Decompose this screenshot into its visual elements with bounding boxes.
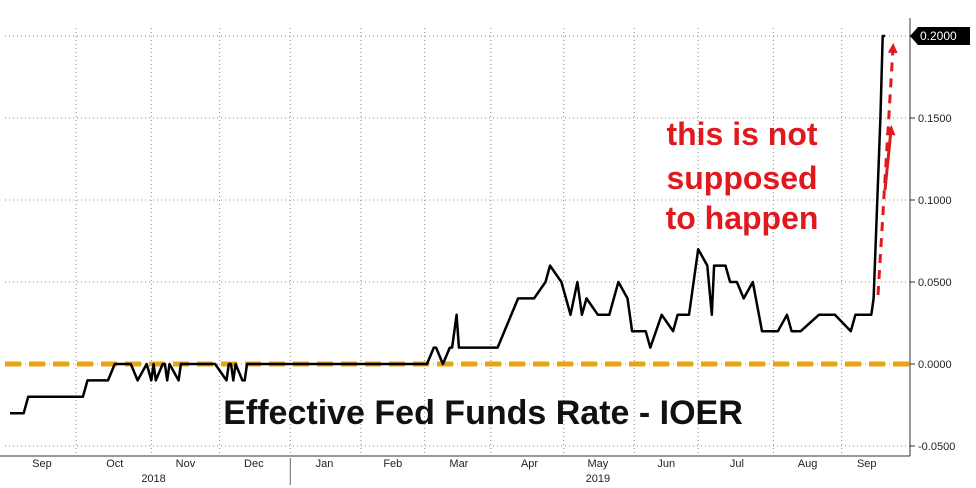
annotation-text: supposed [666,160,817,196]
y-tick-label: 0.0500 [918,277,952,289]
x-year-label: 2018 [141,473,165,485]
annotation-text: to happen [666,200,819,236]
x-tick-label: Sep [32,458,52,470]
x-tick-label: Dec [244,458,264,470]
x-tick-label: Sep [857,458,877,470]
last-value-badge [910,27,970,45]
last-value-label: 0.2000 [920,29,957,43]
x-tick-label: Oct [106,458,123,470]
x-tick-label: Apr [521,458,538,470]
x-year-label: 2019 [586,473,610,485]
annotation-text: this is not [666,116,817,152]
x-tick-label: Jul [730,458,744,470]
chart-title: Effective Fed Funds Rate - IOER [223,394,743,432]
x-tick-label: Aug [798,458,818,470]
y-tick-label: -0.0500 [918,441,955,453]
x-tick-label: Jan [316,458,334,470]
x-tick-label: Feb [383,458,402,470]
y-tick-label: 0.1500 [918,113,952,125]
x-tick-label: Jun [657,458,675,470]
x-tick-label: Mar [449,458,468,470]
y-tick-label: 0.0000 [918,359,952,371]
y-tick-label: 0.1000 [918,195,952,207]
x-tick-label: Nov [176,458,196,470]
x-tick-label: May [588,458,609,470]
series-line [10,34,885,415]
arrow-icon [883,125,896,191]
